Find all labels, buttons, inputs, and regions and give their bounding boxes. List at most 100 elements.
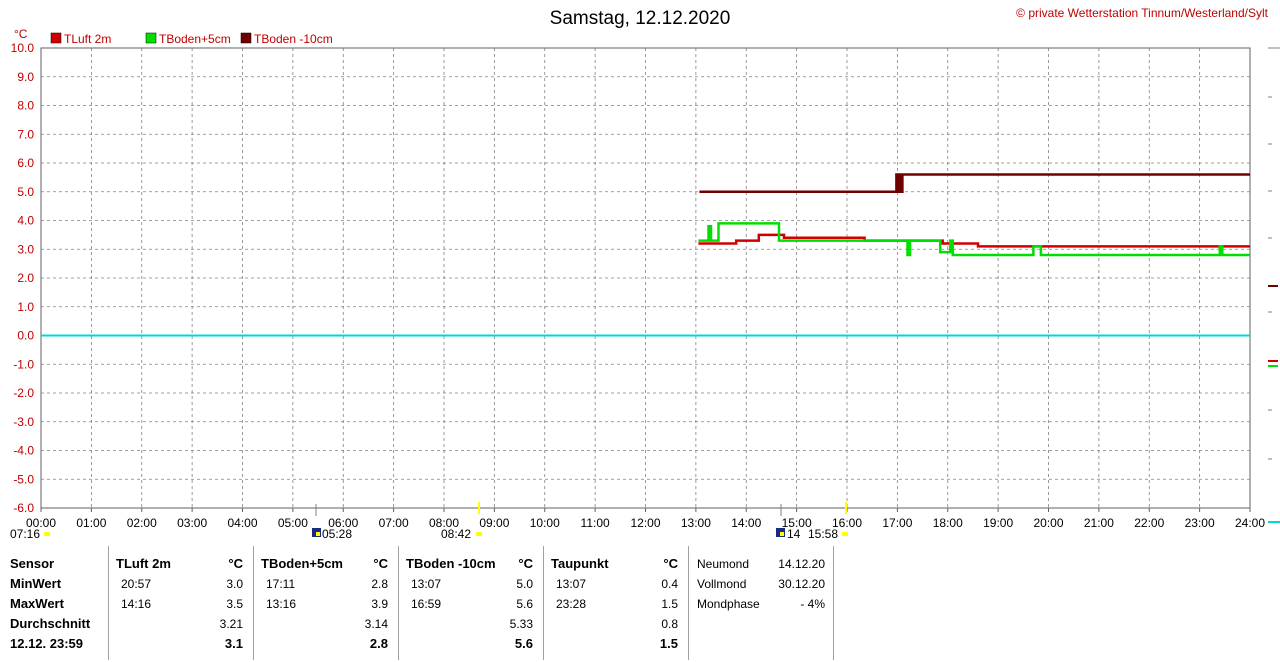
y-tick-label: 1.0 (17, 300, 34, 314)
y-tick-label: 8.0 (17, 99, 34, 113)
current-value: 1.5 (659, 636, 678, 651)
y-tick-label: 0.0 (17, 329, 34, 343)
current-value: 3.1 (224, 636, 243, 651)
chart-title: Samstag, 12.12.2020 (550, 8, 731, 29)
column-header: Taupunkt (551, 556, 609, 571)
mondphase-value: - 4% (800, 597, 825, 611)
column-header: TLuft 2m (116, 556, 171, 571)
column-unit: °C (518, 556, 533, 571)
max-value: 3.5 (226, 597, 243, 611)
min-time: 13:07 (556, 577, 587, 591)
vollmond-label: Vollmond (697, 577, 747, 591)
x-tick-label: 18:00 (933, 516, 963, 530)
series-line-1 (698, 222, 1250, 257)
min-time: 20:57 (121, 577, 152, 591)
x-tick-label: 17:00 (882, 516, 912, 530)
y-tick-label: -1.0 (13, 357, 34, 371)
column-unit: °C (663, 556, 678, 571)
legend-swatch-tboden5 (145, 32, 157, 44)
x-tick-label: 16:00 (832, 516, 862, 530)
y-tick-label: -4.0 (13, 444, 34, 458)
moon-column: Neumond 14.12.20 Vollmond 30.12.20 Mondp… (689, 546, 834, 660)
neumond-label: Neumond (697, 557, 750, 571)
x-tick-label: 12:00 (630, 516, 660, 530)
sensor-column: Sensor MinWert MaxWert Durchschnitt 12.1… (0, 546, 109, 660)
stats-column-taupunkt: Taupunkt °C 13:07 0.4 23:28 1.5 0.8 1.5 (544, 546, 689, 660)
column-unit: °C (228, 556, 243, 571)
right-edge-markers (1268, 47, 1280, 523)
series-lines (41, 173, 1250, 337)
current-value: 5.6 (514, 636, 533, 651)
min-value: 0.4 (661, 577, 678, 591)
x-tick-label: 10:00 (530, 516, 560, 530)
legend-swatch-tluft (50, 32, 62, 44)
series-line-0 (698, 233, 1250, 248)
x-tick-label: 00:00 (26, 516, 56, 530)
avg-value: 3.14 (364, 617, 388, 631)
stats-column-tboden10: TBoden -10cm °C 13:07 5.0 16:59 5.6 5.33… (399, 546, 544, 660)
column-header: TBoden -10cm (406, 556, 496, 571)
legend-label-tboden5: TBoden+5cm (159, 32, 231, 46)
y-tick-label: 6.0 (17, 156, 34, 170)
max-time: 16:59 (411, 597, 442, 611)
series-line-2 (699, 173, 1250, 194)
y-tick-label: 5.0 (17, 185, 34, 199)
durchschnitt-label: Durchschnitt (10, 616, 91, 631)
sunset-marker (842, 532, 848, 536)
y-axis-unit: °C (14, 27, 28, 41)
x-tick-label: 07:00 (379, 516, 409, 530)
max-value: 5.6 (516, 597, 533, 611)
mondphase-label: Mondphase (697, 597, 760, 611)
moonset-time: 05:28 (322, 527, 352, 541)
min-time: 17:11 (266, 577, 296, 591)
temperature-chart: Samstag, 12.12.2020 © private Wetterstat… (10, 6, 1280, 541)
max-value: 1.5 (661, 597, 678, 611)
max-time: 14:16 (121, 597, 152, 611)
y-tick-label: -5.0 (13, 472, 34, 486)
max-value: 3.9 (371, 597, 388, 611)
min-value: 3.0 (226, 577, 243, 591)
x-tick-label: 04:00 (227, 516, 257, 530)
sunrise-time: 08:42 (441, 527, 471, 541)
vollmond-date: 30.12.20 (778, 577, 825, 591)
stats-column-tboden5: TBoden+5cm °C 17:11 2.8 13:16 3.9 3.14 2… (254, 546, 399, 660)
copyright-text: © private Wetterstation Tinnum/Westerlan… (1016, 6, 1269, 20)
x-tick-label: 19:00 (983, 516, 1013, 530)
x-tick-label: 22:00 (1134, 516, 1164, 530)
x-tick-label: 05:00 (278, 516, 308, 530)
x-tick-label: 06:00 (328, 516, 358, 530)
y-tick-label: -2.0 (13, 386, 34, 400)
x-tick-label: 14:00 (731, 516, 761, 530)
legend-label-tluft: TLuft 2m (64, 32, 111, 46)
sunrise-marker (476, 532, 482, 536)
column-unit: °C (373, 556, 388, 571)
legend-swatch-tboden10 (240, 32, 252, 44)
x-tick-label: 23:00 (1185, 516, 1215, 530)
y-tick-label: 2.0 (17, 271, 34, 285)
neumond-date: 14.12.20 (778, 557, 825, 571)
x-tick-label: 11:00 (581, 516, 610, 530)
x-tick-label: 02:00 (127, 516, 157, 530)
min-value: 5.0 (516, 577, 533, 591)
x-tick-label: 13:00 (681, 516, 711, 530)
avg-value: 0.8 (661, 617, 678, 631)
x-tick-label: 03:00 (177, 516, 207, 530)
sensor-header: Sensor (10, 556, 55, 571)
moonrise-marker (44, 532, 50, 536)
x-tick-label: 08:00 (429, 516, 459, 530)
y-tick-label: 10.0 (11, 41, 35, 55)
legend-label-tboden10: TBoden -10cm (254, 32, 333, 46)
column-header: TBoden+5cm (261, 556, 343, 571)
y-axis-ticks: 10.0 9.0 8.0 7.0 6.0 5.0 4.0 3.0 2.0 1.0 0.0 -1.0 -2… (11, 41, 35, 515)
y-tick-label: 4.0 (17, 214, 34, 228)
event-markers: 07:16 05:28 08:42 14 15:58 (10, 502, 848, 541)
y-tick-label: 3.0 (17, 242, 34, 256)
maxwert-label: MaxWert (10, 596, 64, 611)
y-tick-label: 9.0 (17, 70, 34, 84)
min-value: 2.8 (371, 577, 388, 591)
y-tick-label: -6.0 (13, 501, 34, 515)
moonrise-time: 07:16 (10, 527, 40, 541)
x-axis-ticks: 00:00 01:00 02:00 03:00 04:00 05:00 06:00 07:00… (26, 508, 1265, 530)
current-value: 2.8 (369, 636, 388, 651)
x-tick-label: 21:00 (1084, 516, 1114, 530)
